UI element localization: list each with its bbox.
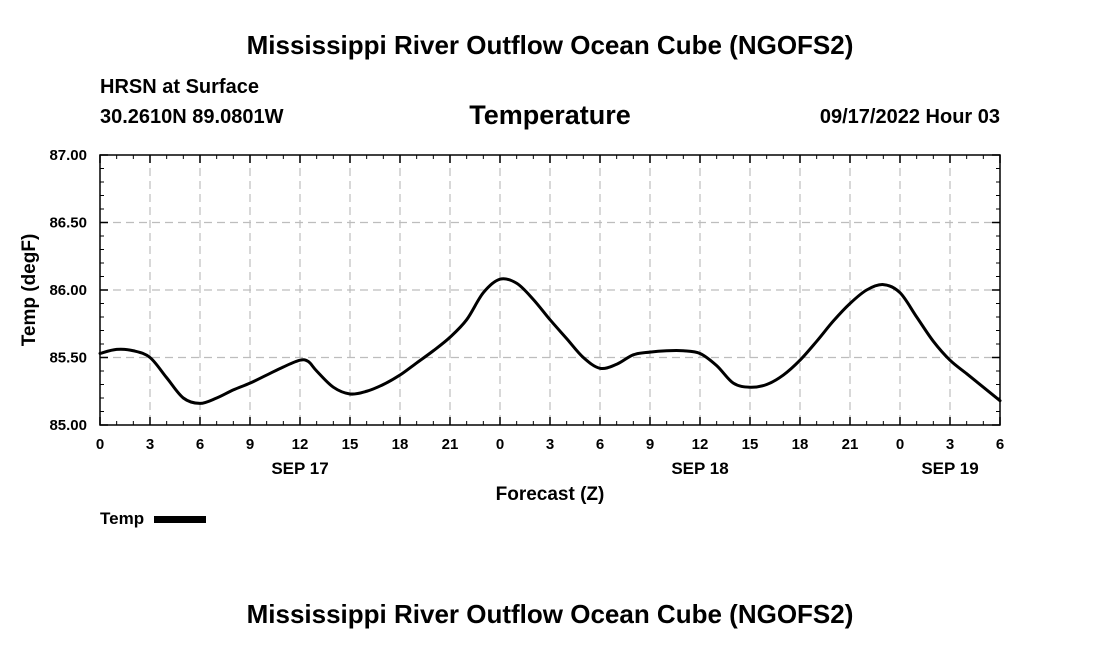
series-line-temp [98,277,1002,405]
x-tick-label: 6 [596,436,604,453]
title-bottom: Mississippi River Outflow Ocean Cube (NG… [246,599,854,629]
x-tick-label: 0 [496,436,504,453]
grid-layer [100,155,1000,425]
x-tick-label: 3 [146,436,154,453]
x-tick-label: 9 [246,436,254,453]
date-label: SEP 18 [671,459,728,478]
date-label: SEP 19 [921,459,978,478]
date-label: SEP 17 [271,459,328,478]
legend-swatch [154,515,207,523]
x-tick-label: 12 [292,436,309,453]
chart-title: Temperature [469,100,631,130]
x-tick-label: 18 [392,436,409,453]
x-tick-label: 21 [442,436,459,453]
x-tick-label: 0 [96,436,104,453]
legend-label: Temp [100,509,145,528]
y-tick-label: 85.50 [49,350,87,367]
title-top: Mississippi River Outflow Ocean Cube (NG… [246,30,854,60]
x-tick-label: 6 [196,436,204,453]
x-tick-label: 15 [742,436,759,453]
x-tick-label: 12 [692,436,709,453]
y-tick-label: 87.00 [49,147,87,164]
y-tick-label: 86.00 [49,282,87,299]
station-label: HRSN at Surface [100,76,259,98]
x-tick-label: 9 [646,436,654,453]
coords-label: 30.2610N 89.0801W [100,106,284,128]
x-tick-label: 21 [842,436,859,453]
ticks-layer [99,154,1001,426]
x-tick-label: 15 [342,436,359,453]
legend: Temp [100,509,207,529]
y-tick-label: 85.00 [49,417,87,434]
datetime-label: 09/17/2022 Hour 03 [819,106,1000,128]
x-axis-label: Forecast (Z) [496,484,605,505]
y-axis-label: Temp (degF) [19,234,40,347]
x-tick-label: 0 [896,436,904,453]
labels-layer: 0 3 6 9 12 15 18 21 0 3 6 9 12 15 18 21 0 3 6 85.00 85.50 86.… [49,147,1004,478]
x-tick-label: 18 [792,436,809,453]
x-tick-label: 6 [996,436,1004,453]
x-tick-label: 3 [946,436,954,453]
x-tick-label: 3 [546,436,554,453]
y-tick-label: 86.50 [49,215,87,232]
